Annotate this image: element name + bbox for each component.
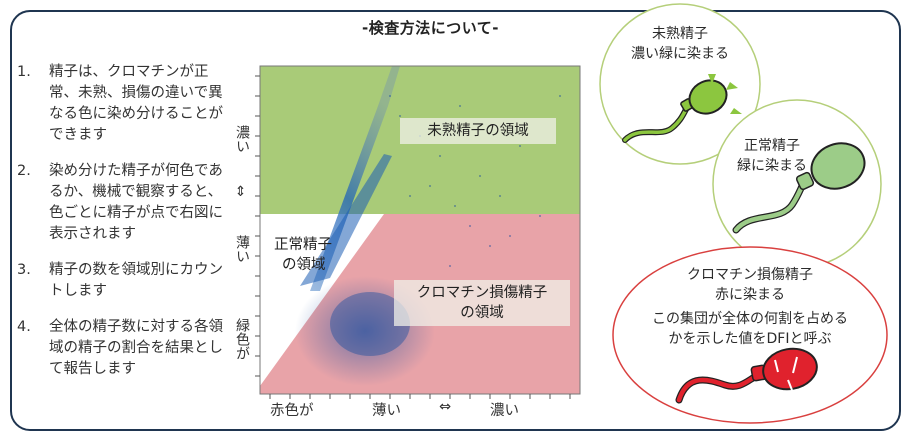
immature-title: 未熟精子 <box>652 26 708 42</box>
step-text: 精子の数を領域別にカウントします <box>49 262 223 299</box>
x-axis-label-prefix: 赤色が <box>270 403 314 419</box>
y-axis-label-prefix: 緑色が <box>234 318 250 360</box>
damaged-bubble-text: クロマチン損傷精子 赤に染まる この集団が全体の何割を占める かを示した値をDF… <box>625 265 875 349</box>
y-axis-arrow: ⇔ <box>232 185 248 197</box>
damaged-title: クロマチン損傷精子 <box>687 267 813 283</box>
damaged-region-label: クロマチン損傷精子 の領域 <box>394 280 570 326</box>
step-number: 2. <box>17 163 31 179</box>
step-number: 4. <box>17 319 31 335</box>
normal-region-label: 正常精子 の領域 <box>266 232 340 278</box>
step-text: 全体の精子数に対する各領域の精子の割合を結果として報告します <box>49 319 223 377</box>
y-axis-label-low: 薄い <box>234 235 250 263</box>
normal-title: 正常精子 <box>744 138 800 154</box>
step-number: 1. <box>17 64 31 80</box>
step-item: 3. 精子の数を領域別にカウントします <box>17 260 232 302</box>
step-text: 染め分けた精子が何色であるか、機械で観察すると、色ごとに精子が点で右図に表示され… <box>49 163 223 242</box>
step-item: 1. 精子は、クロマチンが正常、未熟、損傷の違いで異なる色に染め分けることができ… <box>17 62 232 146</box>
y-axis-label-high: 濃い <box>234 125 250 153</box>
step-item: 4. 全体の精子数に対する各領域の精子の割合を結果として報告します <box>17 317 232 380</box>
steps-list: 1. 精子は、クロマチンが正常、未熟、損傷の違いで異なる色に染め分けることができ… <box>17 62 232 395</box>
normal-region-label-line2: の領域 <box>282 257 326 273</box>
page-title: -検査方法について- <box>362 19 500 37</box>
immature-desc: 濃い緑に染まる <box>631 46 729 62</box>
immature-region-label: 未熟精子の領域 <box>400 118 556 144</box>
normal-region-label-line1: 正常精子 <box>274 237 332 253</box>
step-item: 2. 染め分けた精子が何色であるか、機械で観察すると、色ごとに精子が点で右図に表… <box>17 161 232 245</box>
step-text: 精子は、クロマチンが正常、未熟、損傷の違いで異なる色に染め分けることができます <box>49 64 223 143</box>
normal-bubble-text: 正常精子 緑に染まる <box>722 136 822 176</box>
x-axis-arrow: ⇔ <box>439 399 452 415</box>
dfi-explanation-line2: かを示した値をDFIと呼ぶ <box>668 331 832 347</box>
damaged-region-label-line1: クロマチン損傷精子 <box>416 285 548 301</box>
x-axis-label-high: 濃い <box>490 403 519 419</box>
damaged-region-label-line2: の領域 <box>460 305 504 321</box>
immature-bubble-text: 未熟精子 濃い緑に染まる <box>615 24 745 64</box>
damaged-desc: 赤に染まる <box>715 287 785 303</box>
scatter-plot-graphic <box>255 65 581 399</box>
scatter-plot: 未熟精子の領域 正常精子 の領域 クロマチン損傷精子 の領域 <box>255 65 581 399</box>
panel-frame <box>10 10 901 431</box>
dfi-explanation-line1: この集団が全体の何割を占める <box>652 311 848 327</box>
normal-desc: 緑に染まる <box>737 158 807 174</box>
step-number: 3. <box>17 262 31 278</box>
x-axis-label-low: 薄い <box>372 403 401 419</box>
